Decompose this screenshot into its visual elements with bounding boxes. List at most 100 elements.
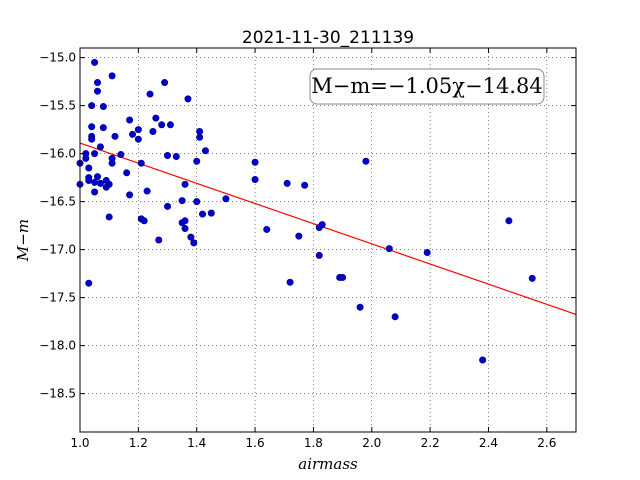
data-point	[105, 180, 113, 188]
data-point	[91, 150, 99, 158]
data-point	[85, 176, 93, 184]
y-tick-label: −15.5	[39, 99, 76, 113]
data-point	[356, 303, 364, 311]
data-point	[134, 126, 142, 134]
data-point	[152, 114, 160, 122]
data-point	[301, 181, 309, 189]
data-point	[96, 179, 104, 187]
y-tick-label: −17.0	[39, 243, 76, 257]
x-tick-label: 2.4	[479, 436, 498, 450]
x-tick-label: 2.6	[537, 436, 556, 450]
chart-title: 2021-11-30_211139	[242, 28, 414, 48]
data-point	[295, 232, 303, 240]
data-point	[91, 178, 99, 186]
data-point	[196, 128, 204, 136]
data-points	[76, 58, 536, 364]
data-point	[207, 209, 215, 217]
data-point	[528, 274, 536, 282]
data-point	[172, 152, 180, 160]
data-point	[199, 210, 207, 218]
data-point	[505, 217, 513, 225]
data-point	[111, 132, 119, 140]
axis-ticks: 1.0 1.2 1.4 1.6 1.8 2.0 2.2 2.4 2.6 −15.0 −15.5 −16…	[39, 48, 576, 450]
x-tick-label: 1.4	[187, 436, 206, 450]
y-tick-label: −16.5	[39, 195, 76, 209]
data-point	[339, 273, 347, 281]
fit-line-layer	[79, 142, 577, 315]
y-tick-label: −18.5	[39, 387, 76, 401]
data-point	[181, 180, 189, 188]
x-tick-label: 1.8	[304, 436, 323, 450]
data-point	[88, 123, 96, 131]
data-point	[146, 90, 154, 98]
data-point	[94, 173, 102, 181]
data-point	[193, 198, 201, 206]
data-point	[193, 157, 201, 165]
data-point	[362, 157, 370, 165]
x-tick-label: 1.2	[129, 436, 148, 450]
data-point	[88, 135, 96, 143]
data-point	[105, 213, 113, 221]
data-point	[140, 217, 148, 225]
data-point	[85, 164, 93, 172]
data-point	[184, 95, 192, 103]
data-point	[108, 72, 116, 80]
data-point	[91, 58, 99, 66]
data-point	[190, 239, 198, 247]
data-point	[263, 225, 271, 233]
data-point	[99, 103, 107, 111]
grid	[79, 48, 576, 432]
data-point	[178, 197, 186, 205]
fit-equation-box: M−m=−1.05χ−14.84	[309, 68, 545, 105]
y-tick-label: −15.0	[39, 51, 76, 65]
data-point	[181, 224, 189, 232]
x-tick-label: 1.0	[70, 436, 89, 450]
data-point	[96, 143, 104, 151]
data-point	[88, 102, 96, 110]
data-point	[129, 130, 137, 138]
data-point	[94, 79, 102, 87]
data-point	[251, 158, 259, 166]
x-tick-label: 1.6	[246, 436, 265, 450]
data-point	[155, 236, 163, 244]
data-point	[137, 159, 145, 167]
x-tick-label: 2.0	[362, 436, 381, 450]
data-point	[164, 152, 172, 160]
x-axis-label: airmass	[298, 455, 358, 473]
y-tick-label: −16.0	[39, 147, 76, 161]
data-point	[126, 191, 134, 199]
data-point	[164, 202, 172, 210]
data-point	[283, 179, 291, 187]
fit-line	[79, 142, 577, 315]
data-point	[187, 233, 195, 241]
data-point	[181, 217, 189, 225]
data-point	[286, 278, 294, 286]
data-point	[117, 151, 125, 159]
data-point	[166, 121, 174, 129]
data-point	[196, 133, 204, 141]
plot-frame	[79, 47, 577, 433]
data-point	[479, 356, 487, 364]
data-point	[143, 187, 151, 195]
data-point	[315, 251, 323, 259]
data-point	[391, 313, 399, 321]
data-point	[123, 169, 131, 177]
data-point	[99, 124, 107, 132]
data-point	[161, 79, 169, 87]
x-tick-label: 2.2	[421, 436, 440, 450]
data-point	[222, 195, 230, 203]
data-point	[108, 154, 116, 162]
data-point	[149, 128, 157, 136]
data-point	[423, 248, 431, 256]
data-point	[251, 176, 259, 184]
data-point	[134, 135, 142, 143]
y-axis-label: M−m	[14, 219, 32, 262]
data-point	[91, 188, 99, 196]
data-point	[85, 279, 93, 287]
data-point	[94, 87, 102, 95]
y-tick-label: −18.0	[39, 339, 76, 353]
data-point	[158, 121, 166, 129]
data-point	[385, 245, 393, 253]
data-point	[318, 221, 326, 229]
fit-equation-text: M−m=−1.05χ−14.84	[311, 74, 542, 98]
